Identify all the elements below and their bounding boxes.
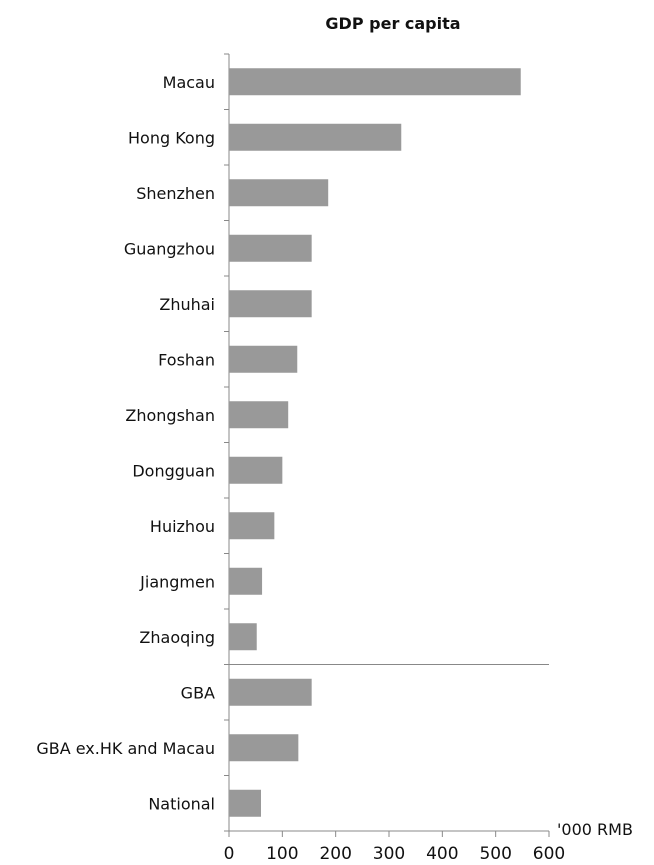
bar <box>229 789 261 817</box>
bar <box>229 567 263 595</box>
category-label: Macau <box>163 73 215 92</box>
x-tick-label: 600 <box>533 844 565 864</box>
category-label: Zhaoqing <box>139 628 215 647</box>
bar <box>229 512 275 540</box>
category-label: Zhongshan <box>125 406 215 425</box>
category-label: Shenzhen <box>136 184 215 203</box>
category-label: GBA ex.HK and Macau <box>36 739 215 758</box>
x-tick-label: 500 <box>479 844 511 864</box>
bar <box>229 345 298 373</box>
category-label: Dongguan <box>132 461 215 480</box>
x-tick-label: 200 <box>319 844 351 864</box>
category-label: Foshan <box>158 350 215 369</box>
bar <box>229 623 257 651</box>
x-tick-label: 400 <box>426 844 458 864</box>
x-tick-label: 300 <box>373 844 405 864</box>
category-label: Huizhou <box>150 517 215 536</box>
category-label: GBA <box>181 683 215 702</box>
bar <box>229 456 283 484</box>
bar <box>229 290 312 318</box>
category-label: Jiangmen <box>139 572 215 591</box>
bar <box>229 734 299 762</box>
category-label: Hong Kong <box>128 128 215 147</box>
bar <box>229 123 402 151</box>
x-tick-label: 100 <box>266 844 298 864</box>
x-axis-unit-label: '000 RMB <box>557 820 633 839</box>
bar <box>229 678 312 706</box>
x-tick-label: 0 <box>224 844 235 864</box>
category-label: Zhuhai <box>159 295 215 314</box>
bar <box>229 234 312 262</box>
bar <box>229 68 521 96</box>
bar <box>229 179 329 207</box>
bar <box>229 401 289 429</box>
category-label: Guangzhou <box>124 239 215 258</box>
chart-title: GDP per capita <box>325 14 461 33</box>
category-label: National <box>148 794 215 813</box>
